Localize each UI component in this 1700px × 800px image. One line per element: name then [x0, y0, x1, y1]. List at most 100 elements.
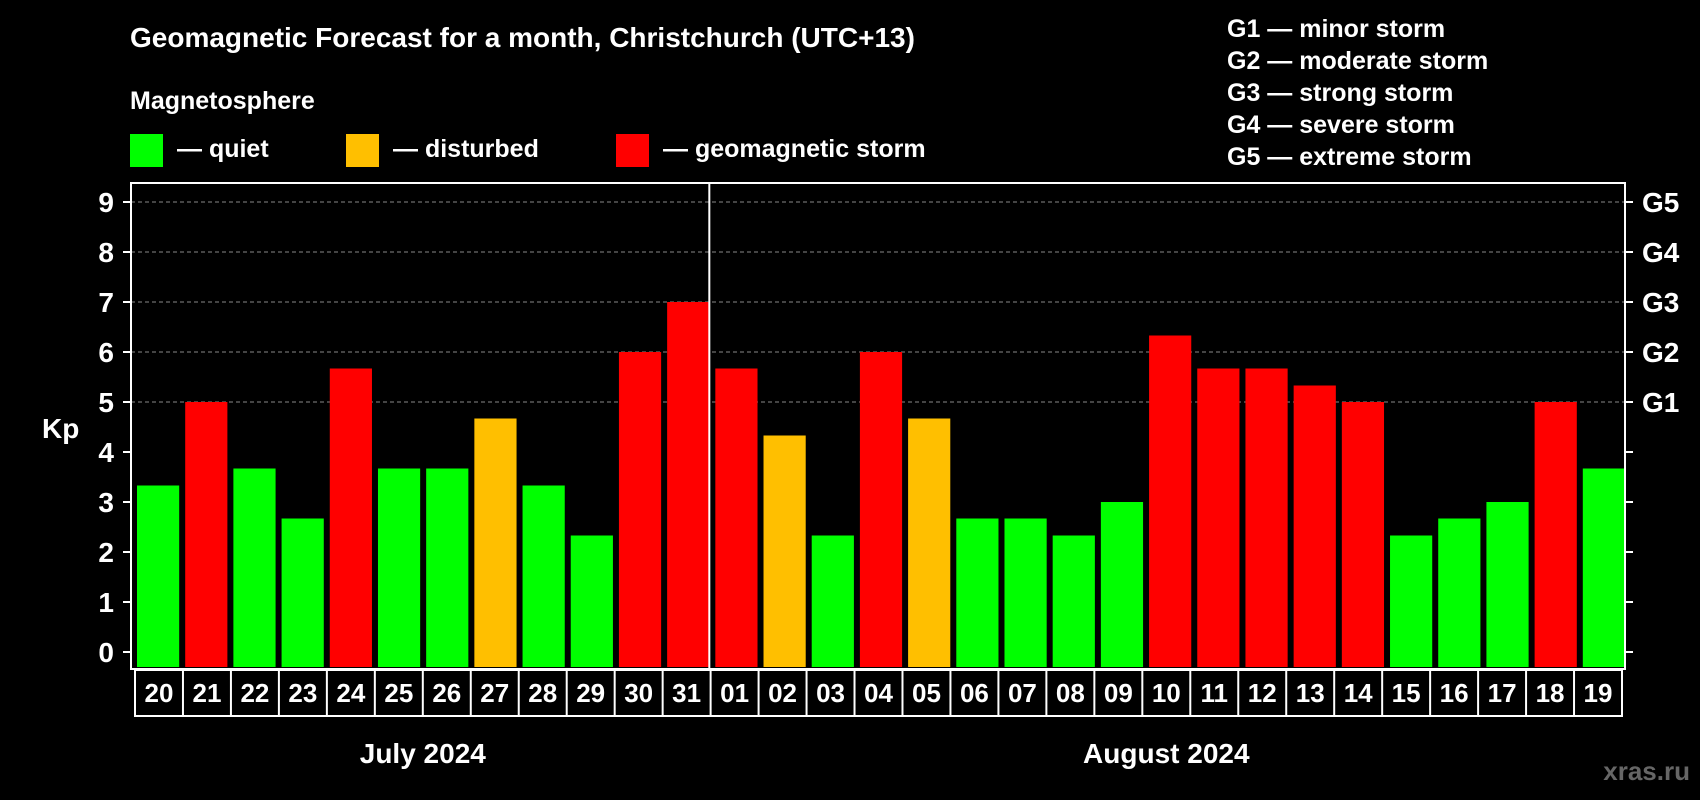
legend-swatch: [616, 134, 649, 167]
y-tick-label: 9: [98, 187, 114, 218]
x-tick-label: 29: [576, 678, 605, 708]
bar-day-01: [715, 368, 758, 667]
x-tick-label: 14: [1344, 678, 1373, 708]
x-tick-label: 17: [1488, 678, 1517, 708]
bar-day-24: [329, 368, 372, 667]
x-tick-label: 24: [336, 678, 365, 708]
y-axis-label: Kp: [42, 413, 79, 444]
y-tick-label: 6: [98, 337, 114, 368]
x-tick-label: 20: [145, 678, 174, 708]
storm-scale-item: G5 — extreme storm: [1227, 143, 1472, 171]
bar-day-31: [667, 302, 710, 667]
x-tick-label: 21: [192, 678, 221, 708]
bar-day-18: [1534, 402, 1577, 667]
x-tick-label: 07: [1008, 678, 1037, 708]
y-tick-label: 0: [98, 637, 114, 668]
y-tick-label: 4: [98, 437, 114, 468]
bar-day-19: [1582, 468, 1625, 667]
bar-day-03: [811, 535, 854, 667]
y-tick-label: 5: [98, 387, 114, 418]
bar-day-10: [1149, 335, 1192, 667]
x-axis-day-labels: 20 21 22 23 24 25 26 27 28 29 30 31 01 02 03 04 05 06 07 08…: [134, 669, 1623, 717]
y-tick-label: 8: [98, 237, 114, 268]
x-tick-label: 12: [1248, 678, 1277, 708]
legend-label: — quiet: [177, 135, 269, 163]
bar-day-23: [281, 518, 324, 667]
bar-day-17: [1486, 502, 1529, 667]
bar-day-26: [426, 468, 469, 667]
g-level-label: G5: [1642, 187, 1679, 218]
axes: 0 1 2 3 4 5 6 7 8 9 G1 G2 G3 G4 G5: [98, 182, 1680, 670]
storm-scale-list: G1 — minor storm G2 — moderate storm G3 — …: [1227, 15, 1488, 171]
x-tick-label: 04: [864, 678, 893, 708]
x-tick-label: 18: [1536, 678, 1565, 708]
x-tick-label: 02: [768, 678, 797, 708]
x-tick-label: 13: [1296, 678, 1325, 708]
x-tick-label: 28: [528, 678, 557, 708]
bar-day-25: [377, 468, 421, 667]
bar-day-11: [1197, 368, 1240, 667]
y-tick-label: 3: [98, 487, 114, 518]
y-tick-label: 2: [98, 537, 114, 568]
x-tick-label: 27: [480, 678, 509, 708]
x-tick-label: 25: [384, 678, 413, 708]
x-tick-label: 09: [1104, 678, 1133, 708]
storm-scale-item: G4 — severe storm: [1227, 111, 1455, 139]
x-tick-label: 15: [1392, 678, 1421, 708]
g-level-label: G1: [1642, 387, 1679, 418]
bar-day-28: [522, 485, 565, 667]
g-level-label: G4: [1642, 237, 1680, 268]
y-tick-label: 7: [98, 287, 114, 318]
bar-day-14: [1341, 402, 1385, 667]
bar-day-06: [956, 518, 999, 667]
bar-day-12: [1245, 368, 1288, 667]
x-tick-label: 01: [720, 678, 749, 708]
legend: — quiet — disturbed — geomagnetic storm: [130, 134, 926, 167]
bar-day-07: [1004, 518, 1047, 667]
x-tick-label: 22: [240, 678, 269, 708]
x-tick-label: 03: [816, 678, 845, 708]
bar-day-13: [1293, 385, 1336, 667]
x-tick-label: 08: [1056, 678, 1085, 708]
g-level-label: G2: [1642, 337, 1679, 368]
legend-label: — disturbed: [393, 135, 539, 163]
bar-day-16: [1438, 518, 1481, 667]
x-tick-label: 06: [960, 678, 989, 708]
x-tick-label: 23: [288, 678, 317, 708]
bar-day-27: [474, 418, 517, 667]
legend-label: — geomagnetic storm: [663, 135, 926, 163]
y-tick-label: 1: [98, 587, 114, 618]
storm-scale-item: G1 — minor storm: [1227, 15, 1445, 43]
x-tick-label: 26: [432, 678, 461, 708]
grid-lines: [131, 201, 1625, 403]
x-tick-label: 30: [624, 678, 653, 708]
bar-day-08: [1052, 535, 1095, 667]
x-tick-label: 11: [1201, 678, 1229, 708]
x-label-box: [134, 669, 1623, 717]
x-tick-label: 05: [912, 678, 941, 708]
bar-day-15: [1390, 535, 1433, 667]
x-tick-label: 10: [1152, 678, 1181, 708]
x-tick-label: 31: [672, 678, 701, 708]
bar-day-20: [137, 485, 180, 667]
bar-day-09: [1100, 502, 1144, 667]
bar-day-02: [763, 435, 806, 667]
month-labels: July 2024 August 2024: [360, 738, 1250, 769]
bar-day-30: [618, 352, 662, 667]
bar-day-05: [908, 418, 951, 667]
legend-heading: Magnetosphere: [130, 87, 315, 115]
storm-scale-item: G2 — moderate storm: [1227, 47, 1488, 75]
bar-day-04: [859, 352, 903, 667]
x-tick-label: 16: [1440, 678, 1469, 708]
bar-day-22: [233, 468, 276, 667]
bars: [137, 302, 1625, 667]
month-label: August 2024: [1083, 738, 1250, 769]
bar-day-21: [185, 402, 228, 667]
watermark: xras.ru: [1603, 756, 1690, 786]
storm-scale-item: G3 — strong storm: [1227, 79, 1453, 107]
chart-title: Geomagnetic Forecast for a month, Christ…: [130, 22, 915, 53]
month-label: July 2024: [360, 738, 487, 769]
legend-swatch: [346, 134, 379, 167]
bar-day-29: [570, 535, 613, 667]
